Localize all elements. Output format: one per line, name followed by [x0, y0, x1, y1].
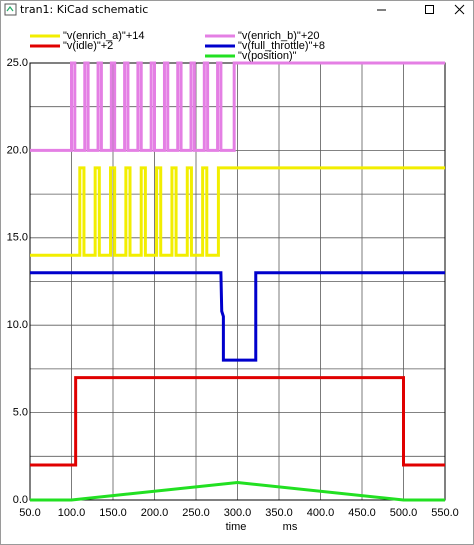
- y-tick-label: 5.0: [13, 407, 28, 419]
- series-line: [30, 376, 445, 467]
- series-line: [30, 481, 445, 502]
- close-button[interactable]: [454, 4, 465, 15]
- x-tick-label: 450.0: [348, 507, 376, 519]
- legend-label: "v(enrich_a)"+14: [63, 30, 145, 42]
- legend-label: "v(idle)"+2: [63, 40, 113, 52]
- y-tick-label: 15.0: [7, 232, 28, 244]
- x-tick-label: 50.0: [19, 507, 40, 519]
- x-tick-label: 100.0: [58, 507, 86, 519]
- y-tick-label: 10.0: [7, 319, 28, 331]
- x-tick-label: 400.0: [307, 507, 335, 519]
- x-tick-label: 500.0: [390, 507, 418, 519]
- y-tick-label: 25.0: [7, 57, 28, 69]
- x-axis-label: time: [226, 521, 247, 533]
- maximize-button[interactable]: [425, 5, 434, 14]
- x-tick-label: 200.0: [141, 507, 169, 519]
- x-tick-label: 150.0: [99, 507, 127, 519]
- y-tick-label: 0.0: [13, 494, 28, 506]
- title-bar: [1, 1, 473, 20]
- x-tick-label: 350.0: [265, 507, 293, 519]
- legend-label: "v(full_throttle)"+8: [238, 40, 325, 52]
- series-line: [30, 166, 445, 257]
- x-tick-label: 550.0: [431, 507, 459, 519]
- x-tick-label: 250.0: [182, 507, 210, 519]
- legend-label: "v(position)": [238, 50, 297, 62]
- series-line: [30, 271, 445, 362]
- app-icon: [4, 3, 17, 16]
- y-tick-label: 20.0: [7, 144, 28, 156]
- series-line: [30, 61, 445, 152]
- app-icon-glyph: [6, 6, 14, 12]
- legend-label: "v(enrich_b)"+20: [238, 30, 320, 42]
- x-axis-unit: ms: [283, 521, 298, 533]
- x-tick-label: 300.0: [224, 507, 252, 519]
- window-title: tran1: KiCad schematic: [20, 3, 148, 16]
